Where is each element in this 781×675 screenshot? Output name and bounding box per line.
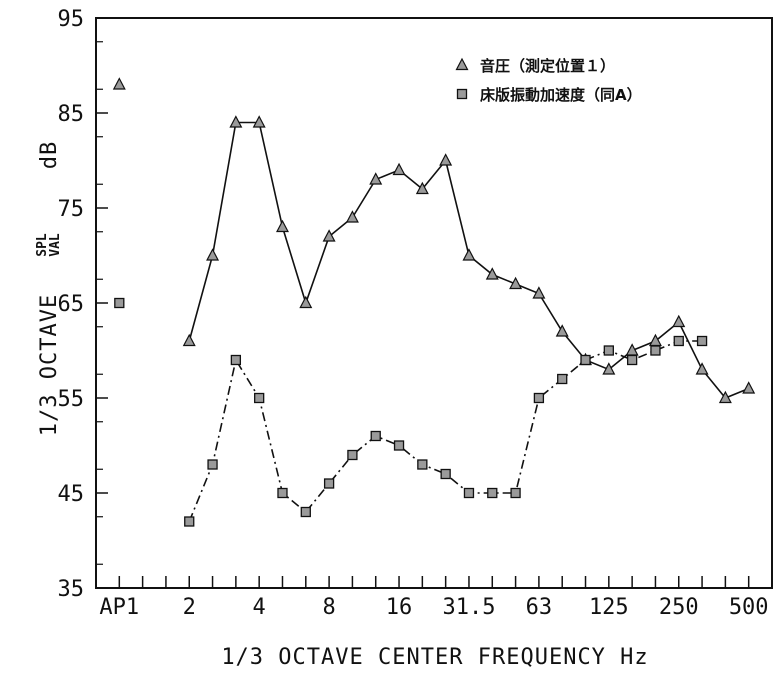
y-tick-label: 75	[58, 197, 85, 222]
series-1-point	[509, 276, 523, 290]
y-axis-title: 1/3 OCTAVE SPL VAL dB	[35, 141, 63, 436]
series-1-point	[275, 219, 289, 233]
y-tick-label: 35	[58, 577, 85, 602]
series-2-point	[417, 459, 428, 470]
series-1-point	[555, 324, 569, 337]
series-1-point	[392, 162, 406, 176]
series-1-point	[322, 229, 336, 242]
series-2-point	[184, 516, 195, 527]
x-tick-label: 63	[526, 595, 553, 620]
series-1-point	[485, 267, 499, 280]
y-tick-label: 65	[58, 292, 85, 317]
series-1-point	[742, 381, 756, 394]
x-tick-label: 500	[729, 595, 769, 620]
series-1-point	[206, 248, 220, 261]
series-2-point	[254, 392, 265, 404]
series-2-point	[487, 487, 498, 499]
series-2-point	[393, 440, 405, 451]
series-1-point	[695, 362, 709, 375]
y-tick-label: 55	[58, 387, 85, 412]
series-1-point	[648, 333, 662, 347]
series-2-point	[626, 354, 638, 366]
legend: 音圧（測定位置１） 床版振動加速度（同A）	[455, 57, 642, 104]
x-tick-label: 125	[589, 595, 629, 620]
series-2-point	[650, 345, 661, 356]
axes: 35 45 55 65 75 85 95 AP1 2 4 8 16 31.5 63 125 250 500	[58, 7, 773, 620]
series-1-point	[345, 210, 359, 223]
plot-area	[112, 77, 756, 527]
legend-label: 音圧（測定位置１）	[480, 57, 615, 75]
series-2-point	[207, 459, 218, 470]
x-tick-label: AP1	[99, 595, 139, 620]
series-2-point	[323, 478, 335, 489]
series-2-point	[603, 345, 614, 356]
series-2-point	[673, 335, 684, 347]
x-tick-label: 31.5	[442, 595, 495, 620]
series-2-point	[510, 487, 521, 499]
x-tick-label: 2	[183, 595, 196, 620]
series-1-point	[415, 181, 429, 195]
series-2-point	[370, 430, 381, 442]
series-2-point	[277, 487, 288, 499]
x-tick-label: 4	[253, 595, 266, 620]
series-2-point	[580, 354, 591, 366]
series-2-point	[463, 487, 475, 499]
series-1-point	[718, 390, 732, 404]
series-1-point	[602, 362, 616, 375]
x-tick-label: 250	[659, 595, 699, 620]
series-1-point	[182, 333, 196, 347]
series-1-point	[299, 295, 313, 309]
series-2-point	[230, 354, 242, 366]
series-1-point	[229, 115, 243, 128]
series-2-point	[347, 449, 358, 461]
series-1-point	[439, 153, 453, 166]
series-1-point	[462, 248, 476, 261]
series-2-point	[557, 373, 568, 385]
legend-label: 床版振動加速度（同A）	[480, 86, 642, 104]
series-1-point	[532, 286, 546, 299]
series-1-point	[672, 314, 686, 328]
y-axis-unit: dB	[37, 141, 62, 170]
series-2-point	[300, 506, 311, 518]
legend-marker-triangle	[455, 57, 469, 71]
x-tick-label: 8	[322, 595, 335, 620]
series-1-point	[369, 172, 383, 185]
series-2-line	[188, 340, 703, 522]
y-tick-label: 85	[58, 102, 85, 127]
y-tick-label: 45	[58, 482, 85, 507]
y-axis-prefix: 1/3 OCTAVE	[37, 294, 62, 436]
series-2-ap1-point	[114, 297, 125, 309]
legend-marker-square	[456, 88, 468, 100]
y-tick-label: 95	[58, 7, 85, 32]
y-axis-stack-top: SPL	[35, 233, 50, 257]
x-axis-title: 1/3 OCTAVE CENTER FREQUENCY Hz	[221, 645, 648, 670]
x-tick-label: 16	[386, 595, 413, 620]
series-1-ap1-point	[112, 77, 126, 90]
series-2-point	[440, 468, 451, 480]
series-2-point	[533, 392, 545, 404]
y-axis-stack-bottom: VAL	[48, 233, 63, 257]
series-1-point	[252, 115, 266, 128]
series-2-point	[696, 335, 708, 347]
